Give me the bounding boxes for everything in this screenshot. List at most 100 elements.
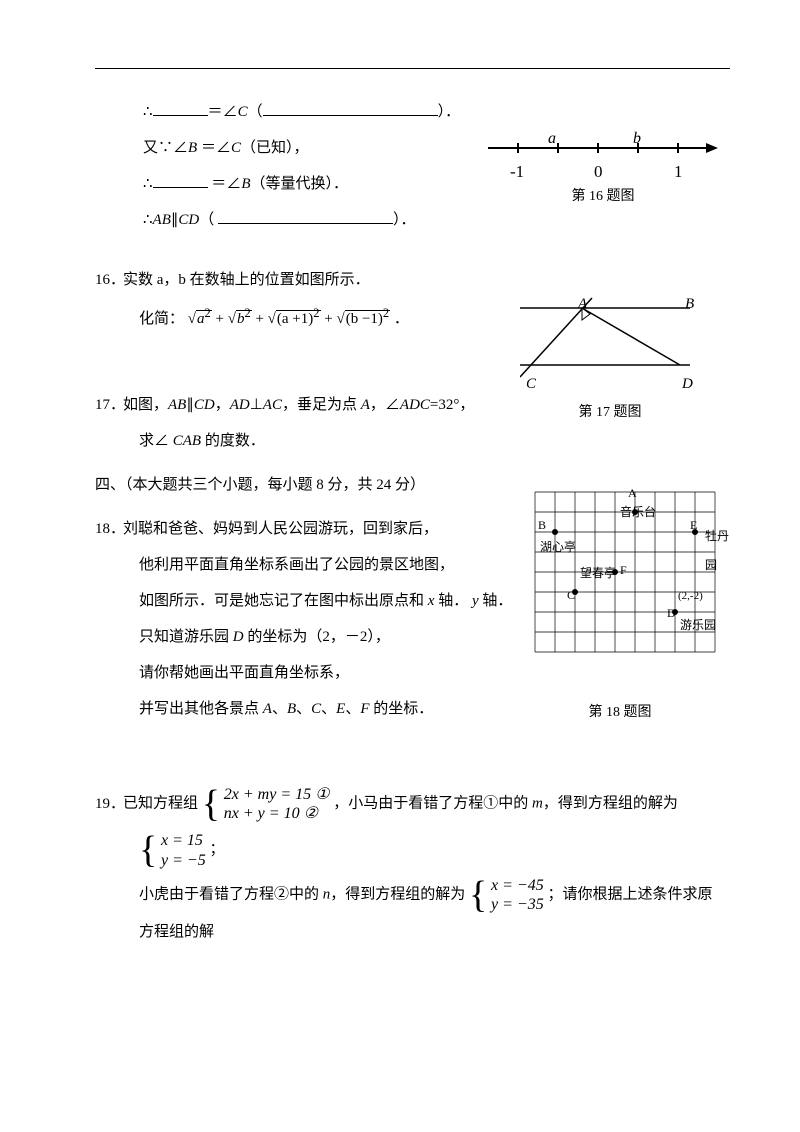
semi: ； — [209, 842, 224, 858]
t: ， — [215, 397, 230, 413]
var-C: C — [238, 104, 248, 120]
blank-field[interactable] — [218, 208, 393, 224]
q19-l3: 方程组的解 — [95, 914, 730, 950]
blank-field[interactable] — [263, 100, 438, 116]
text: 又∵∠ — [143, 140, 188, 156]
solution-2: x = −45 y = −35 — [491, 876, 544, 914]
t: ，得到方程组的解为 — [543, 796, 678, 812]
question-19: 19．已知方程组 { 2x + my = 15 ① nx + y = 10 ② … — [95, 785, 730, 950]
var-y: y — [472, 593, 479, 609]
grid-label-coord: (2,-2) — [678, 583, 703, 609]
label-b: b — [633, 120, 641, 158]
var: A — [361, 397, 370, 413]
brace-icon: { — [202, 793, 220, 816]
var-m: m — [532, 796, 543, 812]
t: 轴． — [434, 593, 472, 609]
t: ；请你根据上述条件求原 — [547, 886, 712, 902]
question-number: 16． — [95, 262, 123, 298]
text: （ — [199, 212, 214, 228]
grid-label-wct: 望春亭 — [580, 559, 616, 588]
text: ＝∠ — [208, 104, 238, 120]
t: 小虎由于看错了方程②中的 — [139, 886, 323, 902]
var-a: a — [197, 311, 205, 327]
solution-1: x = 15 y = −5 — [161, 831, 206, 869]
var: AD — [230, 397, 250, 413]
v: A — [263, 701, 272, 717]
t: ，∠ — [370, 397, 400, 413]
eq1: 2x + my = 15 ① — [224, 785, 330, 804]
t: 轴． — [479, 593, 513, 609]
t: 的度数． — [205, 433, 265, 449]
t: 、 — [296, 701, 311, 717]
v: B — [287, 701, 296, 717]
expr: (b −1) — [346, 311, 383, 327]
blank-field[interactable] — [153, 172, 208, 188]
text: 化简： — [139, 311, 184, 327]
plus: + — [212, 311, 228, 327]
t: 只知道游乐园 — [139, 629, 233, 645]
t: =32°， — [430, 397, 474, 413]
grid-label-yly: 游乐园 — [680, 611, 716, 640]
figure-16-numberline: a b -1 0 1 第 16 题图 — [488, 120, 718, 190]
var: AB — [168, 397, 186, 413]
top-rule — [95, 68, 730, 69]
text: （等量代换）． — [250, 176, 348, 192]
t: ，得到方程组的解为 — [330, 886, 465, 902]
figure-18-grid: A 音乐台 B E 牡丹园 湖心亭 望春亭 F C (2,-2) D 游乐园 — [525, 486, 730, 671]
blank-field[interactable] — [153, 100, 208, 116]
var-CD: CD — [178, 212, 199, 228]
text: ）． — [438, 104, 461, 120]
expr: (a +1) — [277, 311, 313, 327]
grid-label-E: E — [690, 511, 697, 540]
brace-icon: { — [139, 839, 157, 862]
var: CD — [194, 397, 215, 413]
s2a: x = −45 — [491, 876, 544, 895]
figure-17-caption: 第 17 题图 — [520, 396, 700, 430]
dot: ． — [394, 311, 409, 327]
s1a: x = 15 — [161, 831, 206, 850]
grid-label-hxt: 湖心亭 — [540, 533, 576, 562]
t: 如图所示．可是她忘记了在图中标出原点和 — [139, 593, 428, 609]
text: ＝∠ — [197, 140, 231, 156]
var-AB: AB — [153, 212, 171, 228]
v: F — [360, 701, 369, 717]
text: ∴ — [143, 176, 153, 192]
v: C — [311, 701, 321, 717]
grid-label-D: D — [667, 599, 676, 628]
label-A: A — [578, 286, 587, 322]
question-number: 18． — [95, 511, 123, 547]
q16-text: 实数 a，b 在数轴上的位置如图所示． — [123, 272, 370, 288]
grid-label-mdy: 牡丹园 — [705, 522, 730, 580]
grid-label-C: C — [567, 581, 575, 610]
brace-icon: { — [469, 884, 487, 907]
text: （已知）， — [241, 140, 309, 156]
v: E — [336, 701, 345, 717]
system-1: 2x + my = 15 ① nx + y = 10 ② — [224, 785, 330, 823]
plus: + — [252, 311, 268, 327]
figure-18-caption: 第 18 题图 — [550, 696, 690, 730]
sqrt-b2: √b2 — [228, 298, 252, 337]
label-D: D — [682, 366, 693, 402]
t: 的坐标为（2，－2）， — [244, 629, 390, 645]
t: ，小马由于看错了方程①中的 — [333, 796, 532, 812]
t: 、 — [345, 701, 360, 717]
var: CAB — [169, 433, 205, 449]
t: 刘聪和爸爸、妈妈到人民公园游玩，回到家后， — [123, 521, 438, 537]
label-B: B — [685, 286, 694, 322]
text: ）． — [393, 212, 416, 228]
grid-label-F: F — [620, 556, 627, 585]
eq2: nx + y = 10 ② — [224, 804, 330, 823]
figure-17-triangle: A B C D 第 17 题图 — [520, 290, 700, 400]
text: ∴ — [143, 104, 153, 120]
var: ADC — [400, 397, 430, 413]
t: 如图， — [123, 397, 168, 413]
t: 求∠ — [139, 433, 169, 449]
t: 并写出其他各景点 — [139, 701, 263, 717]
perp: ⊥ — [250, 397, 263, 413]
text: （ — [248, 104, 263, 120]
s2b: y = −35 — [491, 895, 544, 914]
var-D: D — [233, 629, 244, 645]
s1b: y = −5 — [161, 851, 206, 870]
sqrt-a2: √a2 — [188, 298, 212, 337]
parallel: ∥ — [186, 397, 194, 413]
